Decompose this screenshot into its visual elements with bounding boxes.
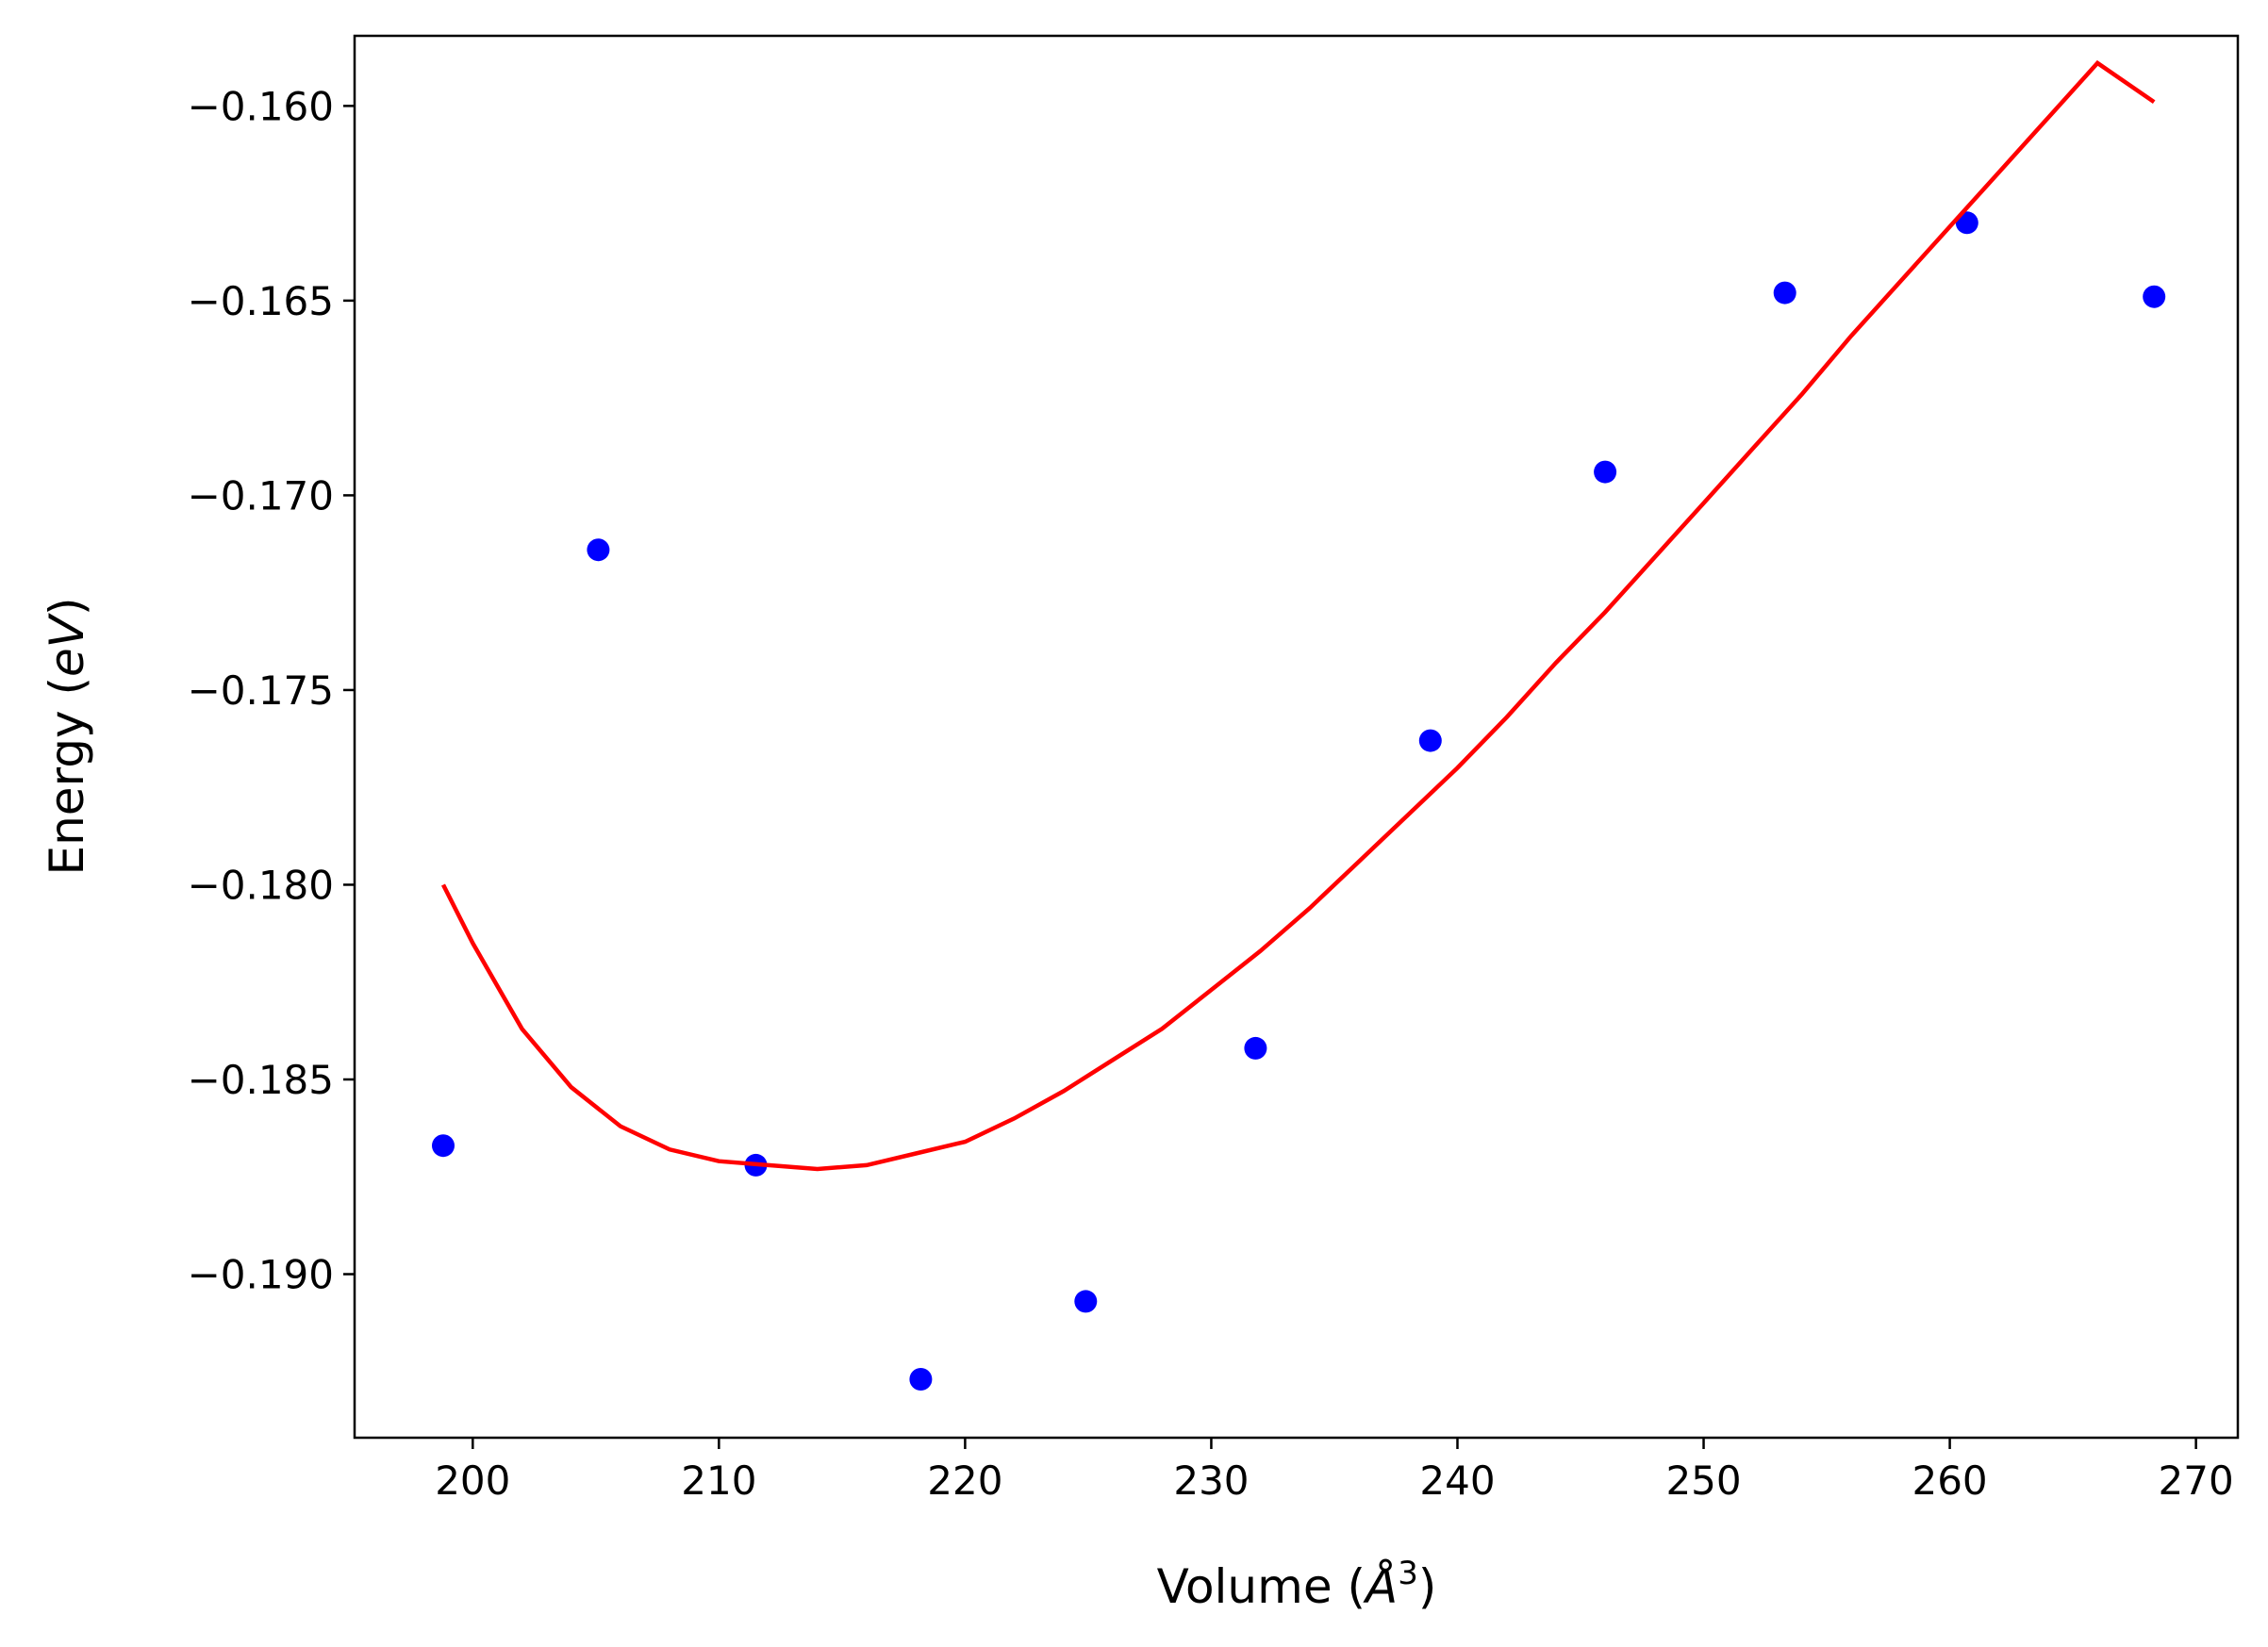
data-point-11: [2143, 285, 2166, 308]
y-tick-label: −0.170: [188, 472, 334, 519]
y-tick-label: −0.180: [188, 862, 334, 908]
data-point-7: [1418, 729, 1442, 752]
x-tick-label: 260: [1912, 1458, 1987, 1504]
axes-frame: [353, 34, 2240, 1440]
data-point-5: [1074, 1290, 1098, 1313]
y-tick-label: −0.185: [188, 1057, 334, 1103]
y-axis: −0.160 −0.165 −0.170 −0.175 −0.180 −0.185 −0.1…: [188, 83, 355, 1298]
data-point-10: [1955, 211, 1978, 235]
x-tick-label: 200: [435, 1458, 510, 1504]
y-tick-label: −0.165: [188, 278, 334, 324]
y-tick-label: −0.160: [188, 83, 334, 129]
fit-curve: [440, 59, 2156, 1172]
data-point-9: [1773, 281, 1796, 305]
x-tick-label: 220: [927, 1458, 1002, 1504]
x-axis-label: Volume (Å3): [1157, 1555, 1437, 1614]
x-tick-label: 250: [1665, 1458, 1741, 1504]
data-point-8: [1594, 460, 1617, 484]
x-tick-label: 240: [1419, 1458, 1495, 1504]
x-tick-label: 230: [1173, 1458, 1249, 1504]
data-point-2: [587, 538, 610, 562]
x-tick-label: 210: [681, 1458, 756, 1504]
data-point-1: [432, 1134, 455, 1158]
y-axis-label: Energy (eV): [40, 598, 94, 876]
data-point-6: [1244, 1036, 1267, 1060]
x-tick-label: 270: [2159, 1458, 2234, 1504]
y-tick-label: −0.175: [188, 667, 334, 714]
y-tick-label: −0.190: [188, 1252, 334, 1298]
plot-area: [432, 59, 2166, 1391]
x-axis: 200 210 220 230 240 250 260 270: [435, 1438, 2234, 1504]
data-point-4: [909, 1368, 933, 1391]
